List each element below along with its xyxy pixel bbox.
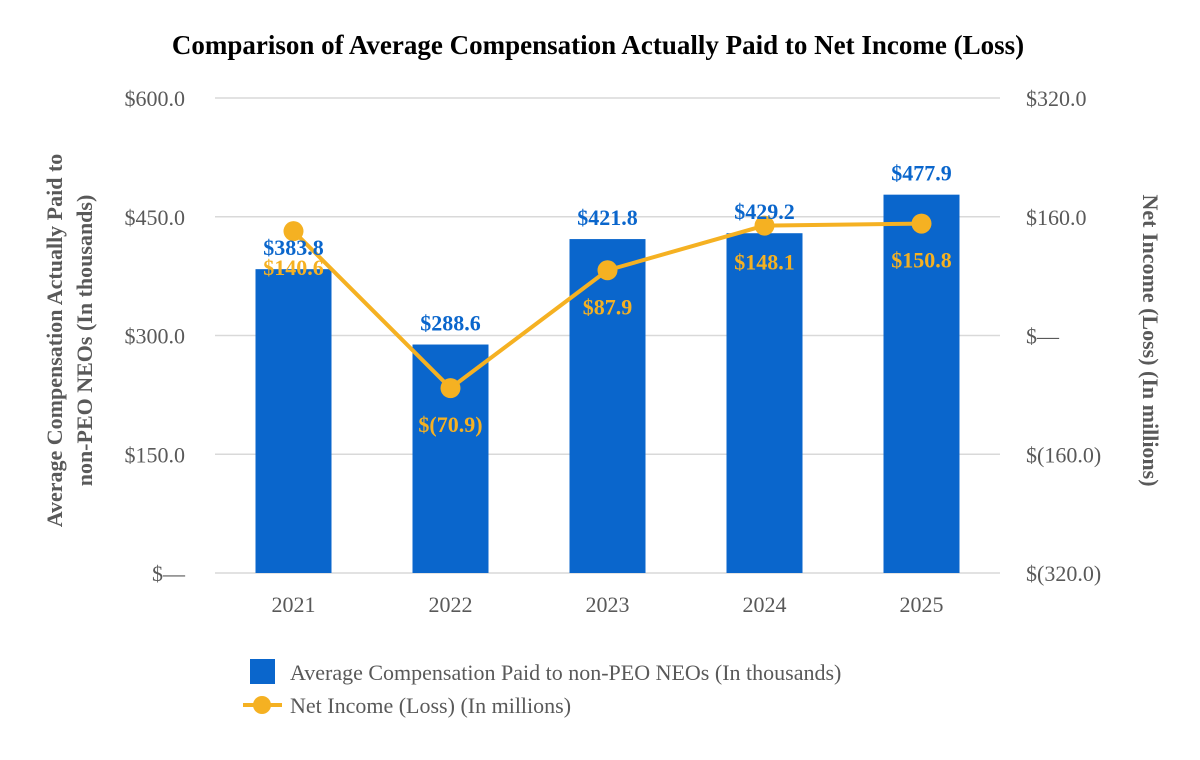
line-point	[597, 260, 618, 281]
bar-data-label: $421.8	[577, 205, 638, 230]
y-right-tick-label: $160.0	[1026, 205, 1087, 230]
y-left-axis-title-line: non-PEO NEOs (In thousands)	[72, 195, 97, 487]
y-right-axis-title: Net Income (Loss) (In millions)	[1138, 194, 1163, 486]
bar	[726, 233, 803, 573]
axis-titles: Average Compensation Actually Paid to non…	[42, 154, 1163, 528]
data-labels: $383.8 $288.6 $421.8 $429.2 $477.9 $140.6 $(70…	[263, 161, 952, 437]
line-point	[283, 221, 304, 242]
line-point	[440, 378, 461, 399]
legend-item-line: Net Income (Loss) (In millions)	[243, 693, 571, 718]
line-point	[911, 213, 932, 234]
x-tick-label: 2022	[429, 592, 473, 617]
bar-data-label: $288.6	[420, 311, 481, 336]
legend-item-bar: Average Compensation Paid to non-PEO NEO…	[250, 659, 841, 685]
x-tick-label: 2024	[743, 592, 787, 617]
y-left-tick-label: $—	[152, 561, 186, 586]
y-right-tick-label: $—	[1026, 324, 1060, 349]
x-tick-label: 2025	[900, 592, 944, 617]
chart-title: Comparison of Average Compensation Actua…	[172, 30, 1024, 60]
x-tick-label: 2021	[272, 592, 316, 617]
line-data-label: $140.6	[263, 255, 324, 280]
y-left-tick-label: $450.0	[125, 205, 186, 230]
y-left-tick-label: $150.0	[125, 442, 186, 467]
line-data-label: $150.8	[891, 248, 952, 273]
axis-ticks: $— $150.0 $300.0 $450.0 $600.0 $(320.0) $(160.…	[125, 86, 1102, 617]
legend-bar-swatch	[250, 659, 275, 684]
y-left-tick-label: $300.0	[125, 324, 186, 349]
legend-label: Average Compensation Paid to non-PEO NEO…	[290, 660, 841, 685]
y-right-tick-label: $320.0	[1026, 86, 1087, 111]
y-left-axis-title: Average Compensation Actually Paid to non…	[42, 154, 97, 528]
line-data-label: $(70.9)	[418, 412, 482, 437]
y-left-axis-title-line: Average Compensation Actually Paid to	[42, 154, 67, 528]
bar-data-label: $429.2	[734, 199, 795, 224]
x-tick-label: 2023	[586, 592, 630, 617]
legend: Average Compensation Paid to non-PEO NEO…	[243, 659, 841, 718]
bar	[883, 194, 960, 573]
bar-series	[255, 194, 960, 573]
bar-data-label: $477.9	[891, 161, 952, 186]
line-series	[283, 213, 932, 399]
bar	[569, 239, 646, 573]
bar	[255, 269, 332, 573]
line-point	[754, 215, 775, 236]
y-right-tick-label: $(160.0)	[1026, 442, 1101, 467]
y-left-tick-label: $600.0	[125, 86, 186, 111]
bar-data-label: $383.8	[263, 235, 324, 260]
line-data-label: $148.1	[734, 250, 795, 275]
legend-label: Net Income (Loss) (In millions)	[290, 693, 571, 718]
line-data-label: $87.9	[583, 294, 633, 319]
legend-line-marker	[253, 696, 271, 714]
y-right-tick-label: $(320.0)	[1026, 561, 1101, 586]
